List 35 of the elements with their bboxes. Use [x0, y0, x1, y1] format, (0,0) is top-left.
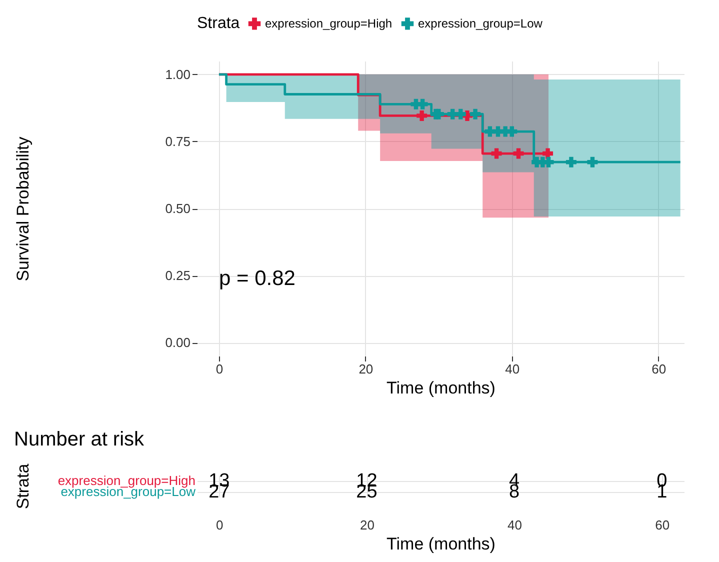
y-axis-title: Survival Probability: [14, 136, 32, 282]
x-tick-label: 60: [655, 518, 670, 532]
legend-label: expression_group=High: [265, 16, 392, 31]
point: [491, 148, 502, 159]
point: [566, 156, 576, 168]
point: [433, 108, 444, 120]
x-tick-label: 60: [652, 362, 666, 376]
y-tick-label: 1.00: [165, 66, 190, 82]
y-tick-label: 0.50: [165, 201, 190, 216]
x-tick-label: 40: [508, 518, 522, 532]
y-tick-label: 0.00: [165, 335, 190, 350]
y-tick-label: expression_group=High: [58, 473, 196, 488]
point: [455, 108, 466, 120]
x-tick-label: 20: [360, 518, 374, 532]
y-tick-label: 0.75: [165, 134, 190, 149]
point: [543, 156, 554, 168]
x-axis-title: Time (months): [386, 378, 496, 398]
x-axis-title: Time (months): [386, 534, 496, 554]
chart-title: Number at risk: [14, 428, 146, 450]
x-tick-label: 40: [505, 362, 520, 376]
x-tick-label: 0: [216, 518, 224, 532]
y-axis-title: Strata: [14, 463, 32, 510]
point: [513, 148, 524, 159]
point: [417, 98, 428, 110]
x-tick-label: 0: [216, 362, 224, 376]
annotation: p = 0.82: [219, 267, 296, 290]
point: [506, 126, 518, 137]
point: [416, 110, 428, 121]
y-tick-label: 0.25: [165, 268, 190, 284]
legend-title: Strata: [197, 15, 240, 32]
point: [587, 156, 598, 168]
point: [470, 108, 481, 120]
x-tick-label: 20: [358, 362, 374, 376]
legend-label: expression_group=Low: [418, 16, 543, 31]
point: [542, 148, 554, 159]
